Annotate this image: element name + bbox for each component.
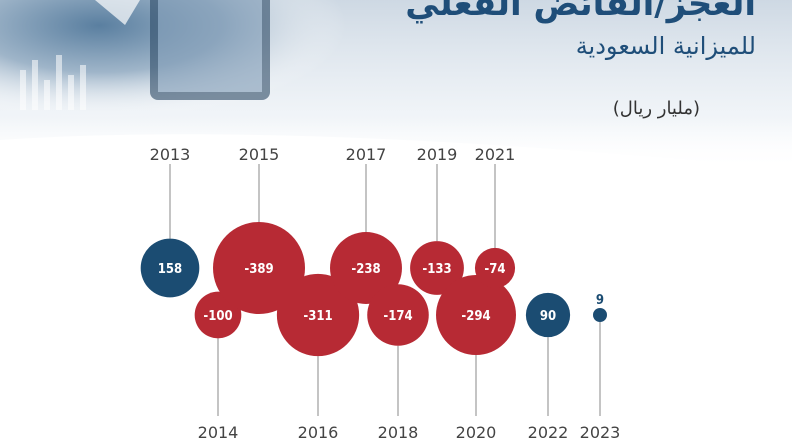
bubble-2018 bbox=[367, 284, 429, 346]
value-label: 90 bbox=[540, 309, 556, 324]
value-label: -74 bbox=[484, 262, 505, 277]
year-label: 2019 bbox=[417, 145, 458, 164]
value-label: -133 bbox=[422, 262, 451, 277]
chart-subtitle: للميزانية السعودية bbox=[575, 32, 756, 60]
value-label: -311 bbox=[303, 309, 332, 324]
bubble-2021 bbox=[474, 247, 516, 289]
bubble-2013 bbox=[140, 238, 200, 298]
bubble-2022 bbox=[525, 292, 571, 338]
value-label: -174 bbox=[383, 309, 412, 324]
bubble-2015 bbox=[213, 222, 305, 314]
chart-title: العجز/الفائض الفعلي bbox=[405, 0, 756, 24]
year-label: 2018 bbox=[378, 423, 419, 442]
header-photo-background bbox=[0, 0, 792, 170]
year-label: 2013 bbox=[150, 145, 191, 164]
bar-graphic-icon bbox=[20, 55, 86, 110]
year-label: 2023 bbox=[580, 423, 621, 442]
value-label: -100 bbox=[203, 309, 232, 324]
value-label: 9 bbox=[596, 293, 604, 308]
value-label: -294 bbox=[461, 309, 490, 324]
tablet-device-icon bbox=[150, 0, 270, 100]
bubble-2019 bbox=[410, 241, 464, 295]
bubble-2020 bbox=[436, 275, 516, 355]
value-label: -238 bbox=[351, 262, 380, 277]
year-label: 2022 bbox=[528, 423, 569, 442]
year-label: 2021 bbox=[475, 145, 516, 164]
value-label: -389 bbox=[244, 262, 273, 277]
bubble-2023 bbox=[593, 308, 607, 322]
bubble-2016 bbox=[276, 273, 360, 357]
value-label: 158 bbox=[158, 262, 182, 277]
year-label: 2020 bbox=[456, 423, 497, 442]
year-label: 2017 bbox=[346, 145, 387, 164]
year-label: 2015 bbox=[239, 145, 280, 164]
year-label: 2016 bbox=[298, 423, 339, 442]
unit-label: (مليار ريال) bbox=[612, 98, 700, 119]
year-label: 2014 bbox=[198, 423, 239, 442]
arrow-graphic-icon bbox=[95, 0, 140, 25]
bubble-2017 bbox=[330, 232, 402, 304]
